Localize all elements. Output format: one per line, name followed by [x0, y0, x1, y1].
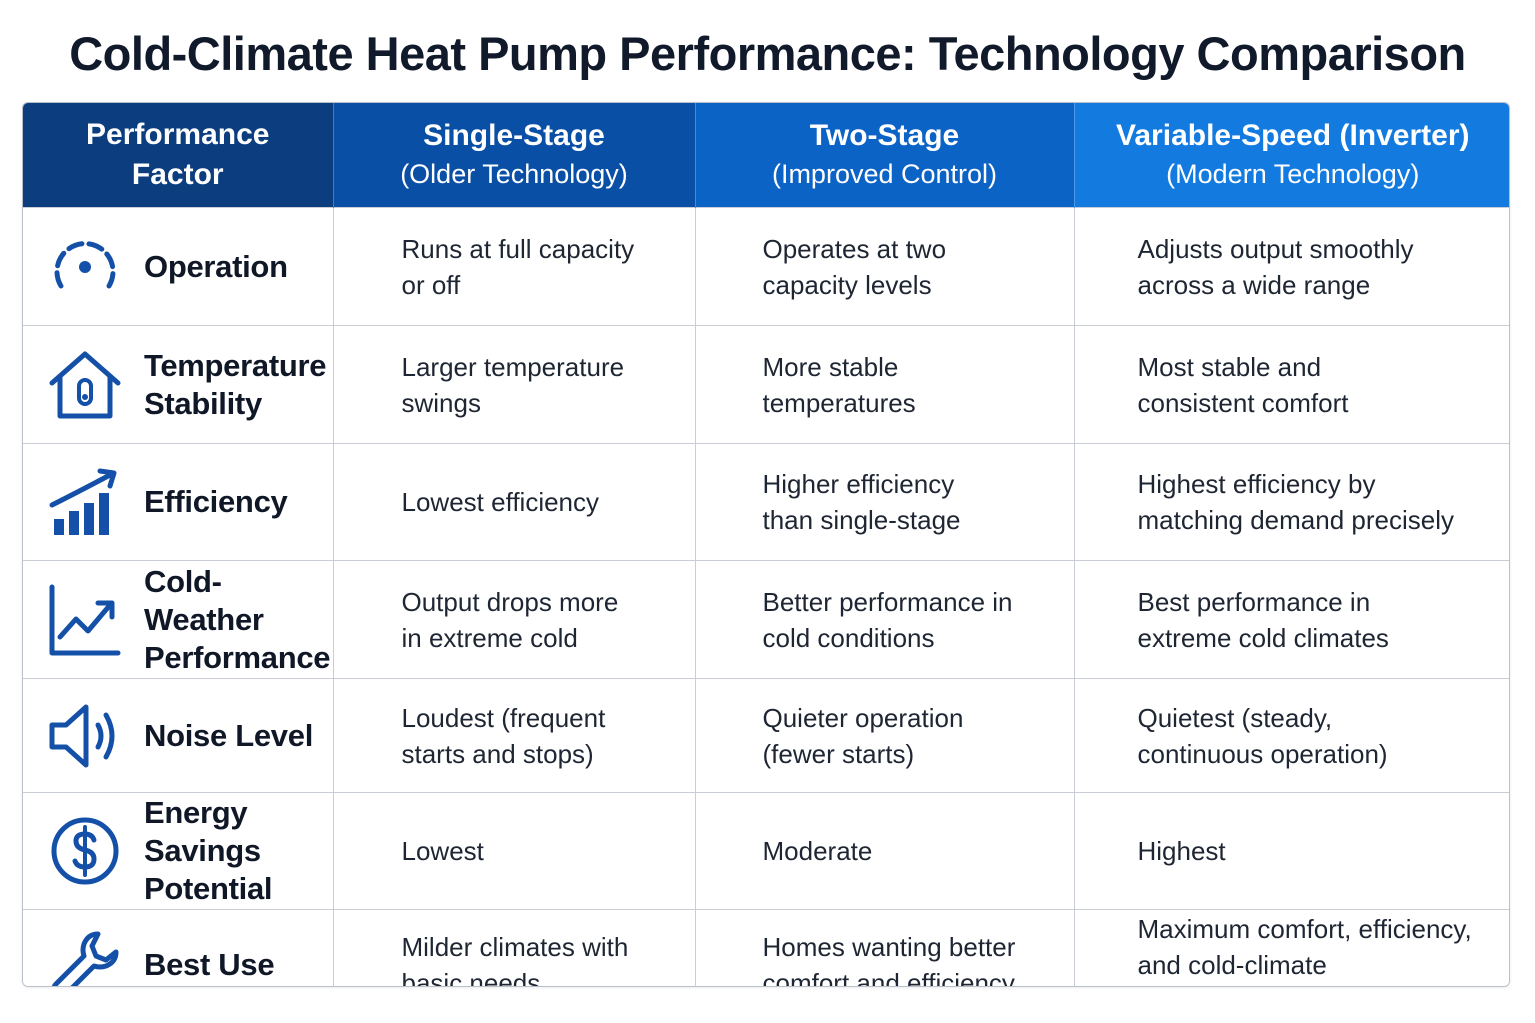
- gauge-icon: [46, 228, 124, 306]
- header-two-subtitle: (Improved Control): [771, 159, 998, 189]
- single-stage-cell: Lowest: [333, 792, 696, 910]
- line-chart-icon: [46, 581, 124, 659]
- factor-cell: Noise Level: [23, 678, 334, 793]
- two-stage-cell: Homes wanting better comfort and efficie…: [695, 909, 1075, 987]
- variable-speed-cell: Adjusts output smoothly across a wide ra…: [1074, 207, 1509, 326]
- cell-text: Quieter operation (fewer starts): [762, 702, 964, 769]
- table-row-temperature-stability: Temperature Stability Larger temperature…: [23, 325, 1509, 444]
- factor-label: Noise Level: [144, 717, 314, 753]
- cell-text: Adjusts output smoothly across a wide ra…: [1137, 233, 1414, 300]
- cell-text: More stable temperatures: [762, 351, 916, 418]
- speaker-icon: [46, 697, 124, 775]
- header-single-subtitle: (Older Technology): [400, 159, 628, 189]
- cell-text: Operates at two capacity levels: [762, 233, 947, 300]
- cell-text: Homes wanting better comfort and efficie…: [762, 932, 1016, 987]
- cell-text: Highest efficiency by matching demand pr…: [1137, 469, 1455, 535]
- factor-cell: Temperature Stability: [23, 325, 334, 444]
- two-stage-cell: Moderate: [695, 792, 1075, 910]
- header-single-stage: Single-Stage (Older Technology): [333, 103, 696, 208]
- header-variable-subtitle: (Modern Technology): [1166, 159, 1420, 189]
- cell-text: Lowest: [401, 836, 484, 866]
- factor-cell: Efficiency: [23, 443, 334, 561]
- bar-chart-trend-icon: [46, 463, 124, 541]
- two-stage-cell: Better performance in cold conditions: [695, 560, 1075, 679]
- cell-text: Quietest (steady, continuous operation): [1137, 702, 1388, 769]
- single-stage-cell: Output drops more in extreme cold: [333, 560, 696, 679]
- two-stage-cell: Higher efficiency than single-stage: [695, 443, 1075, 561]
- factor-cell: Energy Savings Potential: [23, 792, 334, 910]
- header-two-title: Two-Stage: [809, 119, 960, 152]
- cell-text: Larger temperature swings: [401, 351, 625, 418]
- single-stage-cell: Larger temperature swings: [333, 325, 696, 444]
- cell-text: Lowest efficiency: [401, 487, 600, 517]
- cell-text: Moderate: [762, 836, 873, 866]
- header-performance-factor: Performance Factor: [23, 103, 334, 208]
- dollar-icon: [46, 812, 124, 890]
- variable-speed-cell: Quietest (steady, continuous operation): [1074, 678, 1509, 793]
- header-row: Performance Factor Single-Stage (Older T…: [23, 103, 1509, 208]
- house-thermometer-icon: [46, 346, 124, 424]
- cell-text: Loudest (frequent starts and stops): [401, 702, 606, 769]
- cell-text: Best performance in extreme cold climate…: [1137, 586, 1389, 653]
- cell-text: Output drops more in extreme cold: [401, 586, 619, 653]
- variable-speed-cell: Best performance in extreme cold climate…: [1074, 560, 1509, 679]
- header-two-stage: Two-Stage (Improved Control): [695, 103, 1075, 208]
- table-row-energy-savings: Energy Savings Potential Lowest Moderate…: [23, 792, 1509, 910]
- header-single-title: Single-Stage: [423, 119, 605, 152]
- single-stage-cell: Loudest (frequent starts and stops): [333, 678, 696, 793]
- factor-label: Temperature Stability: [144, 347, 327, 421]
- single-stage-cell: Milder climates with basic needs: [333, 909, 696, 987]
- variable-speed-cell: Most stable and consistent comfort: [1074, 325, 1509, 444]
- factor-label: Best Use: [144, 947, 275, 982]
- factor-label: Cold-Weather Performance: [144, 563, 331, 675]
- cell-text: Better performance in cold conditions: [762, 586, 1013, 653]
- two-stage-cell: Quieter operation (fewer starts): [695, 678, 1075, 793]
- factor-label: Efficiency: [144, 484, 288, 519]
- cell-text: Milder climates with basic needs: [401, 932, 629, 987]
- table-row-cold-weather: Cold-Weather Performance Output drops mo…: [23, 560, 1509, 679]
- factor-cell: Cold-Weather Performance: [23, 560, 334, 679]
- wrench-icon: [46, 926, 124, 986]
- cell-text: Most stable and consistent comfort: [1137, 351, 1349, 418]
- two-stage-cell: More stable temperatures: [695, 325, 1075, 444]
- cell-text: Highest: [1137, 836, 1226, 866]
- table-row-noise-level: Noise Level Loudest (frequent starts and…: [23, 678, 1509, 793]
- header-variable-speed: Variable-Speed (Inverter) (Modern Techno…: [1074, 103, 1509, 208]
- variable-speed-cell: Maximum comfort, efficiency, and cold-cl…: [1074, 909, 1509, 986]
- comparison-table: Performance Factor Single-Stage (Older T…: [22, 102, 1510, 987]
- single-stage-cell: Lowest efficiency: [333, 443, 696, 561]
- cell-text: Runs at full capacity or off: [401, 233, 635, 300]
- cell-text: Higher efficiency than single-stage: [762, 469, 961, 535]
- factor-label: Operation: [144, 248, 288, 284]
- table-row-efficiency: Efficiency Lowest efficiency Higher effi…: [23, 443, 1509, 561]
- header-variable-title: Variable-Speed (Inverter): [1116, 119, 1470, 152]
- table-row-best-use: Best Use Milder climates with basic need…: [23, 909, 1509, 987]
- single-stage-cell: Runs at full capacity or off: [333, 207, 696, 326]
- cell-text: Maximum comfort, efficiency, and cold-cl…: [1137, 914, 1472, 980]
- factor-cell: Best Use: [23, 909, 334, 986]
- two-stage-cell: Operates at two capacity levels: [695, 207, 1075, 326]
- header-factor-label: Performance Factor: [86, 118, 270, 191]
- factor-cell: Operation: [23, 207, 334, 326]
- variable-speed-cell: Highest: [1074, 792, 1509, 910]
- page-title: Cold-Climate Heat Pump Performance: Tech…: [69, 27, 1466, 80]
- variable-speed-cell: Highest efficiency by matching demand pr…: [1074, 443, 1509, 561]
- table-row-operation: Operation Runs at full capacity or off O…: [23, 207, 1509, 326]
- factor-label: Energy Savings Potential: [144, 795, 273, 906]
